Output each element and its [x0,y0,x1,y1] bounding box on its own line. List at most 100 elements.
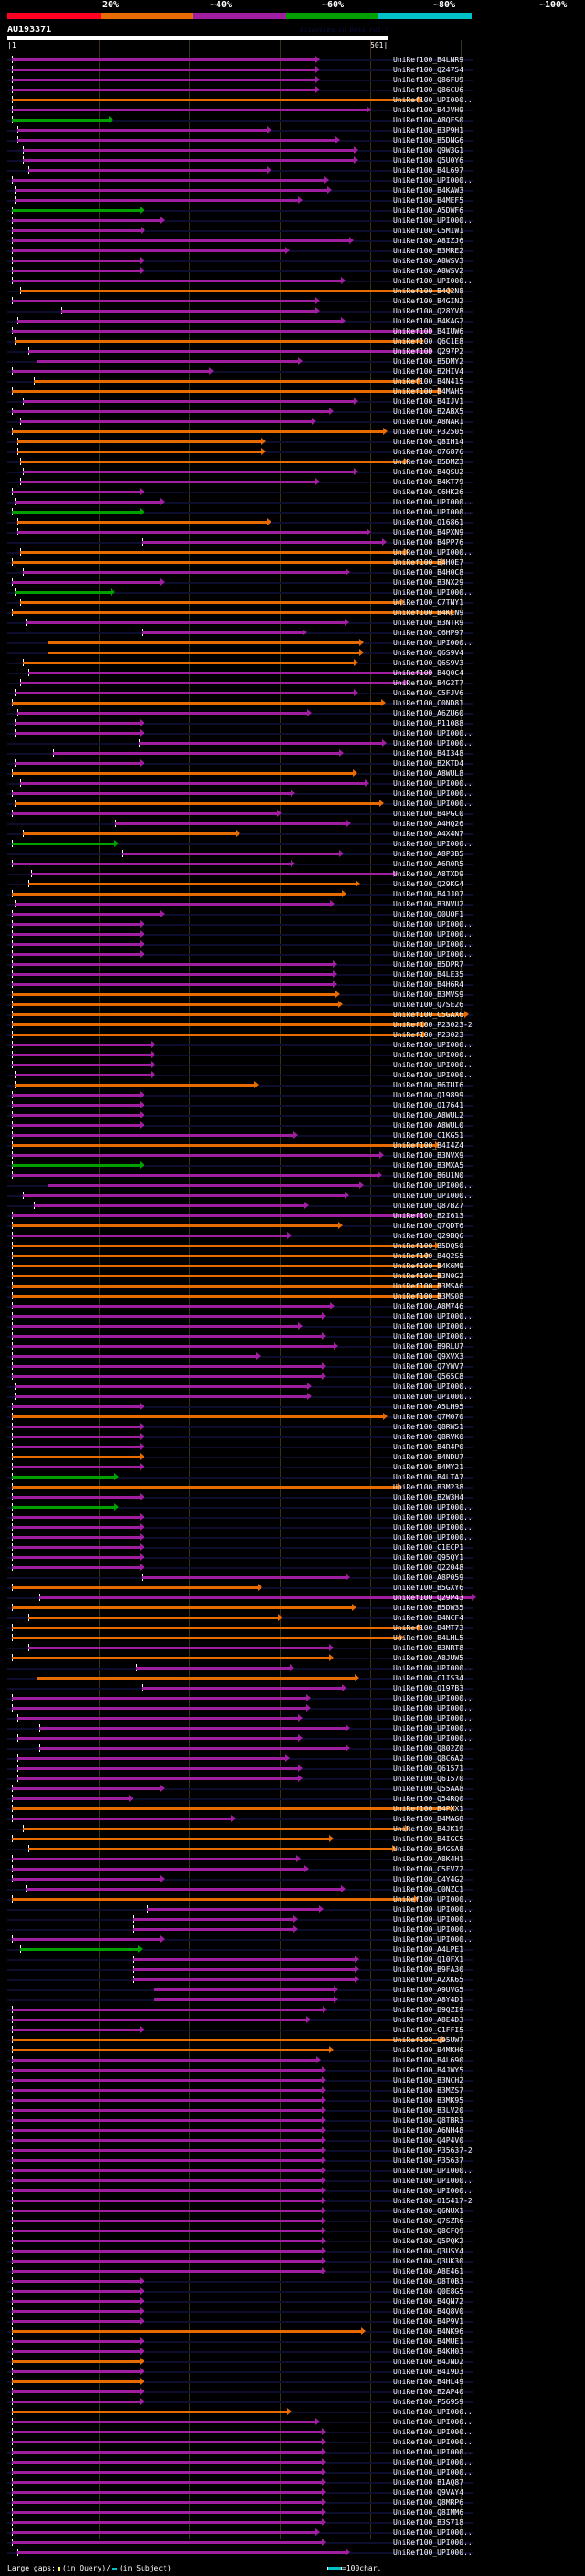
hit-label[interactable]: UniRef100_A8E461 [393,2267,464,2275]
hit-label[interactable]: UniRef100_A4X4N7 [393,830,464,838]
hit-label[interactable]: UniRef100_B4KT79 [393,478,464,486]
hit-row[interactable]: UniRef100_A8IZJ6 [0,236,585,246]
hit-label[interactable]: UniRef100_UPI000.. [393,2177,473,2185]
hit-label[interactable]: UniRef100_B4L690 [393,2056,464,2064]
hit-row[interactable]: UniRef100_B4KT79 [0,477,585,487]
hit-label[interactable]: UniRef100_B4H0C8 [393,568,464,577]
hit-label[interactable]: UniRef100_B4LTA7 [393,1473,464,1481]
hit-alignment-bar[interactable] [12,1556,141,1559]
hit-row[interactable]: UniRef100_B4MT73 [0,1623,585,1633]
hit-label[interactable]: UniRef100_B6U1N0 [393,1171,464,1180]
hit-label[interactable]: UniRef100_B3NVX9 [393,1151,464,1160]
hit-alignment-bar[interactable] [17,139,335,142]
hit-alignment-bar[interactable] [20,461,405,463]
hit-row[interactable]: UniRef100_B4LHL5 [0,1633,585,1643]
hit-row[interactable]: UniRef100_Q8T0B3 [0,2276,585,2286]
hit-alignment-bar[interactable] [12,1938,161,1941]
hit-alignment-bar[interactable] [17,451,262,453]
hit-label[interactable]: UniRef100_Q29P43 [393,1594,464,1602]
hit-label[interactable]: UniRef100_B4R4P0 [393,1443,464,1451]
hit-label[interactable]: UniRef100_B4NK96 [393,2327,464,2336]
hit-alignment-bar[interactable] [12,1164,141,1167]
hit-alignment-bar[interactable] [12,109,367,111]
hit-row[interactable]: UniRef100_P35637-2 [0,2146,585,2156]
hit-alignment-bar[interactable] [12,2099,322,2102]
hit-alignment-bar[interactable] [133,1968,355,1971]
hit-alignment-bar[interactable] [12,249,286,252]
hit-label[interactable]: UniRef100_C1FFI5 [393,2026,464,2034]
hit-row[interactable]: UniRef100_B4IJV1 [0,397,585,407]
hit-alignment-bar[interactable] [61,310,315,313]
hit-label[interactable]: UniRef100_C5GAX6 [393,1011,464,1019]
hit-alignment-bar[interactable] [154,1998,334,2001]
hit-row[interactable]: UniRef100_UPI000.. [0,929,585,939]
hit-row[interactable]: UniRef100_C1KG51 [0,1130,585,1140]
hit-row[interactable]: UniRef100_P32505 [0,427,585,437]
hit-label[interactable]: UniRef100_Q29KG4 [393,880,464,888]
hit-alignment-bar[interactable] [23,1828,406,1830]
hit-label[interactable]: UniRef100_UPI000.. [393,1393,473,1401]
hit-alignment-bar[interactable] [12,2431,322,2433]
hit-row[interactable]: UniRef100_B4MY21 [0,1462,585,1472]
hit-row[interactable]: UniRef100_UPI000.. [0,1392,585,1402]
hit-label[interactable]: UniRef100_A8E4D3 [393,2016,464,2024]
hit-row[interactable]: UniRef100_C0NZC1 [0,1884,585,1894]
hit-label[interactable]: UniRef100_B3M238 [393,1483,464,1491]
hit-row[interactable]: UniRef100_UPI000.. [0,276,585,286]
hit-alignment-bar[interactable] [12,229,142,232]
hit-label[interactable]: UniRef100_Q8IH14 [393,438,464,446]
hit-alignment-bar[interactable] [142,631,303,634]
hit-label[interactable]: UniRef100_UPI000.. [393,2549,473,2557]
hit-label[interactable]: UniRef100_UPI000.. [393,1694,473,1702]
hit-row[interactable]: UniRef100_Q9XVX3 [0,1352,585,1362]
hit-label[interactable]: UniRef100_A8Y4D1 [393,1996,464,2004]
hit-alignment-bar[interactable] [12,1536,141,1539]
hit-row[interactable]: UniRef100_B3NVX9 [0,1150,585,1161]
hit-row[interactable]: UniRef100_Q7SE26 [0,1000,585,1010]
hit-alignment-bar[interactable] [12,1013,464,1016]
hit-alignment-bar[interactable] [12,1466,141,1468]
hit-label[interactable]: UniRef100_B3NTR9 [393,619,464,627]
hit-alignment-bar[interactable] [23,471,354,473]
hit-alignment-bar[interactable] [142,1576,346,1579]
hit-label[interactable]: UniRef100_B9RLU7 [393,1342,464,1351]
hit-label[interactable]: UniRef100_B3N0G2 [393,1272,464,1280]
hit-row[interactable]: UniRef100_B5DQ50 [0,1241,585,1251]
hit-alignment-bar[interactable] [12,2491,322,2494]
hit-label[interactable]: UniRef100_B3MK95 [393,2096,464,2104]
hit-alignment-bar[interactable] [12,2119,322,2122]
hit-row[interactable]: UniRef100_B3MXA5 [0,1161,585,1171]
hit-row[interactable]: UniRef100_B4JWY5 [0,2065,585,2075]
hit-alignment-bar[interactable] [12,219,161,222]
hit-label[interactable]: UniRef100_A8WUL2 [393,1111,464,1119]
hit-alignment-bar[interactable] [12,491,141,493]
hit-row[interactable]: UniRef100_C6HP97 [0,628,585,638]
hit-alignment-bar[interactable] [12,1275,438,1277]
hit-label[interactable]: UniRef100_B5DNG6 [393,136,464,144]
hit-row[interactable]: UniRef100_C4Y4G2 [0,1874,585,1884]
hit-alignment-bar[interactable] [12,1104,141,1107]
hit-row[interactable]: UniRef100_Q29KG4 [0,879,585,889]
hit-alignment-bar[interactable] [31,873,394,875]
hit-row[interactable]: UniRef100_A8WUL2 [0,1110,585,1120]
hit-row[interactable]: UniRef100_B4Q8V0 [0,2306,585,2316]
hit-alignment-bar[interactable] [154,1988,334,1991]
hit-row[interactable]: UniRef100_B4JND2 [0,2357,585,2367]
hit-label[interactable]: UniRef100_A8WSV3 [393,257,464,265]
hit-alignment-bar[interactable] [12,1697,306,1700]
hit-row[interactable]: UniRef100_B4N415 [0,376,585,387]
hit-alignment-bar[interactable] [12,2169,322,2172]
hit-row[interactable]: UniRef100_UPI000.. [0,1311,585,1321]
hit-row[interactable]: UniRef100_Q8C6A2 [0,1754,585,1764]
hit-row[interactable]: UniRef100_B4Q2S5 [0,1251,585,1261]
hit-label[interactable]: UniRef100_Q5U0Y6 [393,156,464,164]
hit-row[interactable]: UniRef100_UPI000.. [0,1050,585,1060]
hit-row[interactable]: UniRef100_B9RLU7 [0,1341,585,1352]
hit-label[interactable]: UniRef100_B4PP76 [393,538,464,546]
hit-row[interactable]: UniRef100_Q8IMM6 [0,2507,585,2518]
hit-row[interactable]: UniRef100_A8P3B5 [0,849,585,859]
hit-alignment-bar[interactable] [12,430,384,433]
hit-label[interactable]: UniRef100_Q54RQ0 [393,1795,464,1803]
hit-row[interactable]: UniRef100_Q24754 [0,65,585,75]
hit-row[interactable]: UniRef100_UPI000.. [0,2176,585,2186]
